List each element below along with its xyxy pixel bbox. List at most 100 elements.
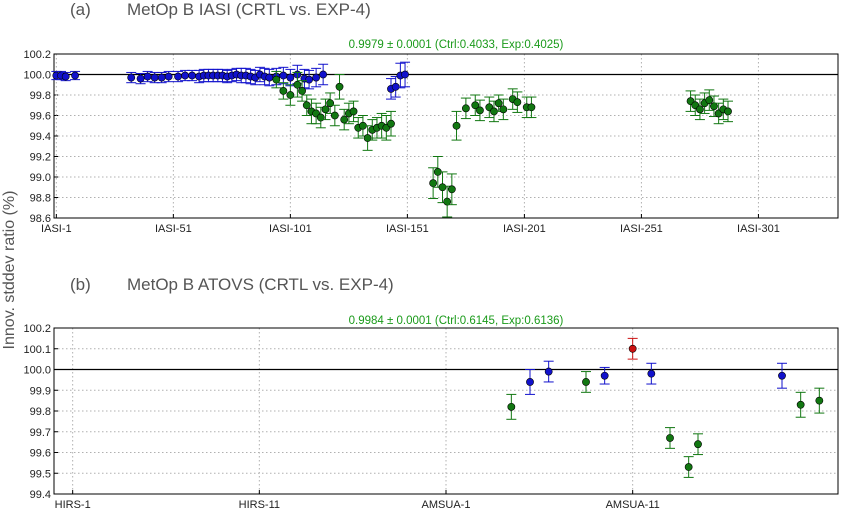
data-point xyxy=(387,119,395,128)
y-tick-label: 99.7 xyxy=(30,427,51,439)
data-point xyxy=(174,72,182,81)
data-point xyxy=(499,105,508,114)
series-green xyxy=(506,371,825,478)
data-point xyxy=(401,70,409,79)
data-point xyxy=(330,111,339,120)
panel-label-b: (b) xyxy=(70,275,91,294)
panel-title-a: MetOp B IASI (CRTL vs. EXP-4) xyxy=(127,0,371,19)
x-tick-label: AMSUA-11 xyxy=(606,499,660,511)
data-point xyxy=(526,378,534,386)
data-point xyxy=(188,71,196,80)
data-point xyxy=(461,104,470,113)
data-point xyxy=(429,179,438,188)
y-tick-label: 99.2 xyxy=(30,152,51,164)
data-point xyxy=(544,367,553,376)
chart-panel-atovs: (b) MetOp B ATOVS (CRTL vs. EXP-4) 0.998… xyxy=(23,275,839,511)
y-tick-label: 99.6 xyxy=(30,448,51,460)
x-tick-label: IASI-301 xyxy=(737,223,780,235)
plot-frame xyxy=(53,327,839,495)
data-point xyxy=(286,91,295,99)
data-point xyxy=(71,71,79,80)
summary-text-a: 0.9979 ± 0.0001 (Ctrl:0.4033, Exp:0.4025… xyxy=(349,39,564,51)
x-tick-label: IASI-51 xyxy=(155,223,192,235)
data-point xyxy=(321,105,330,114)
x-tick-label: IASI-201 xyxy=(503,223,546,235)
data-point xyxy=(150,73,159,82)
data-point xyxy=(582,378,590,386)
data-point xyxy=(61,72,70,81)
data-point xyxy=(349,107,358,116)
y-tick-label: 99.5 xyxy=(30,468,51,480)
data-point xyxy=(305,75,313,84)
data-point xyxy=(181,71,189,80)
plot-frame xyxy=(53,53,839,219)
data-point xyxy=(724,107,732,116)
x-tick-label: HIRS-11 xyxy=(239,499,280,511)
data-point xyxy=(666,434,674,442)
data-point xyxy=(507,402,516,411)
data-point xyxy=(476,106,484,115)
data-point xyxy=(471,101,480,110)
data-point xyxy=(335,82,344,91)
data-point xyxy=(628,344,637,353)
data-point xyxy=(513,98,522,107)
y-tick-label: 98.6 xyxy=(30,213,51,225)
y-tick-label: 100.0 xyxy=(23,70,51,82)
data-point xyxy=(302,101,311,110)
x-tick-label: IASI-251 xyxy=(620,223,663,235)
x-tick-label: IASI-1 xyxy=(41,223,72,235)
y-tick-label: 99.8 xyxy=(30,406,51,418)
data-point xyxy=(452,121,461,130)
y-tick-label: 100.2 xyxy=(23,323,51,335)
data-point xyxy=(705,96,714,105)
y-tick-label: 99.8 xyxy=(30,90,51,102)
data-point xyxy=(600,371,609,380)
x-tick-label: HIRS-1 xyxy=(55,499,91,511)
panel-label-a: (a) xyxy=(70,0,91,19)
data-point xyxy=(319,70,328,79)
summary-text-b: 0.9984 ± 0.0001 (Ctrl:0.6145, Exp:0.6136… xyxy=(349,315,564,327)
data-point xyxy=(164,72,173,81)
data-point xyxy=(143,72,152,81)
data-point xyxy=(815,396,824,405)
data-point xyxy=(647,369,656,378)
series-blue xyxy=(51,61,411,100)
data-point xyxy=(694,440,702,449)
series-red xyxy=(627,337,638,360)
x-tick-label: AMSUA-1 xyxy=(422,499,471,511)
data-point xyxy=(272,75,281,84)
data-point xyxy=(438,183,447,192)
data-point xyxy=(298,87,306,95)
data-point xyxy=(796,400,805,409)
y-tick-label: 99.0 xyxy=(30,172,51,184)
y-tick-label: 99.6 xyxy=(30,111,51,123)
data-point xyxy=(286,73,295,82)
data-point xyxy=(265,73,274,82)
data-point xyxy=(127,73,136,82)
data-point xyxy=(684,463,693,471)
data-point xyxy=(696,105,704,114)
y-tick-label: 100.0 xyxy=(23,365,51,377)
data-point xyxy=(443,197,452,206)
data-point xyxy=(293,80,302,89)
data-point xyxy=(157,73,166,82)
data-point xyxy=(279,71,288,80)
data-point xyxy=(391,82,400,91)
y-tick-label: 99.9 xyxy=(30,385,51,397)
y-tick-label: 100.2 xyxy=(23,49,51,61)
data-point xyxy=(494,99,503,108)
data-point xyxy=(340,115,349,124)
y-tick-label: 98.8 xyxy=(30,193,51,205)
y-tick-label: 100.1 xyxy=(23,344,51,356)
series-blue xyxy=(525,360,787,395)
data-point xyxy=(447,185,456,194)
series-green xyxy=(271,70,734,218)
x-tick-label: IASI-101 xyxy=(269,223,312,235)
y-tick-label: 99.4 xyxy=(30,489,51,501)
data-point xyxy=(778,371,786,380)
x-tick-label: IASI-151 xyxy=(386,223,429,235)
chart-panel-iasi: (a) MetOp B IASI (CRTL vs. EXP-4) 0.9979… xyxy=(23,0,839,235)
data-point xyxy=(312,73,321,82)
data-point xyxy=(527,103,536,112)
